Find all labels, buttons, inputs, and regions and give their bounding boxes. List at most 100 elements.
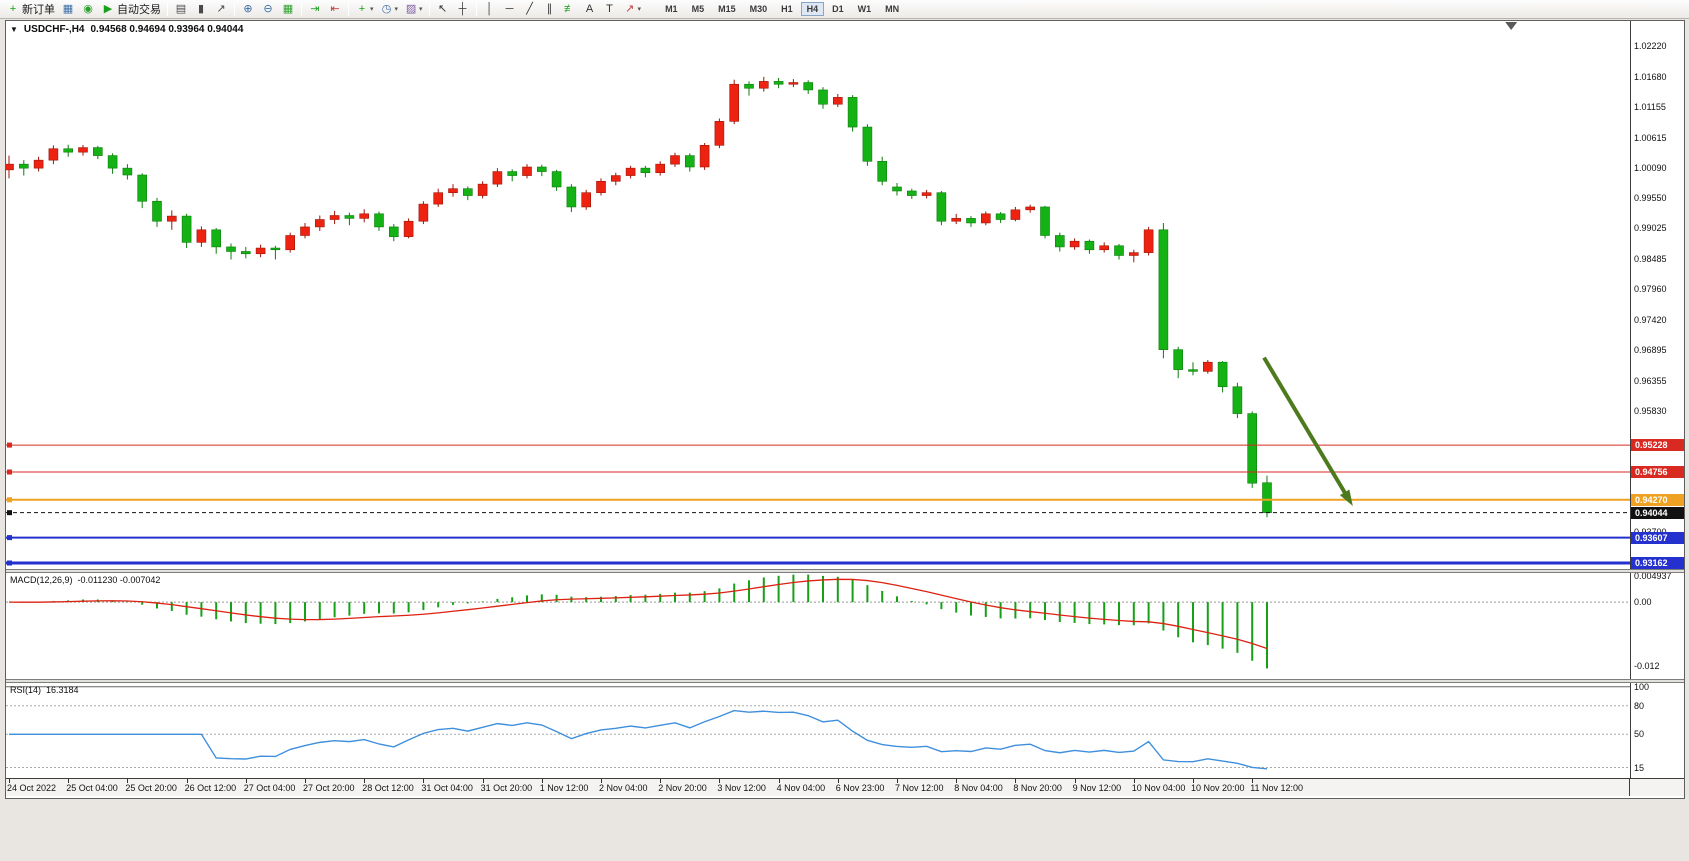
text-label-button[interactable]: T: [600, 1, 620, 18]
new-order-label: 新订单: [22, 4, 55, 16]
time-axis-label: 2 Nov 20:00: [658, 783, 707, 793]
auto-trading-label: 自动交易: [117, 4, 161, 16]
navigator-icon: ◉: [83, 2, 93, 15]
rsi-svg[interactable]: [6, 683, 1630, 778]
periods-button[interactable]: ◷ ▾: [377, 1, 402, 18]
timeframe-m15-button[interactable]: M15: [718, 4, 736, 14]
tile-windows-icon: ▦: [282, 2, 294, 15]
arrows-dropdown-arrow[interactable]: ▾: [637, 6, 642, 13]
toolbar-separator: [475, 2, 477, 16]
fibonacci-retracement-button[interactable]: ≢: [560, 1, 580, 18]
cursor-button[interactable]: ↖: [433, 1, 453, 18]
one-click-trading-toggle[interactable]: ▼: [10, 25, 18, 34]
line-chart-button[interactable]: ↗: [211, 1, 231, 18]
periods-dropdown-arrow[interactable]: ▾: [394, 6, 399, 13]
rsi-line: [9, 709, 1268, 770]
macd-name: MACD(12,26,9): [10, 575, 73, 585]
time-axis-label: 31 Oct 20:00: [480, 783, 533, 793]
templates-button[interactable]: ▨ ▾: [401, 1, 426, 18]
arrows-icon: ↗: [624, 2, 635, 15]
macd-plot[interactable]: MACD(12,26,9) -0.011230 -0.007042: [6, 573, 1630, 679]
bar-chart-button[interactable]: ▤: [171, 1, 191, 18]
templates-dropdown-arrow[interactable]: ▾: [419, 6, 423, 13]
chart-shift-button[interactable]: ⇤: [325, 1, 345, 18]
rsi-axis[interactable]: 100 80 50 15: [1630, 683, 1684, 778]
time-axis-label: 8 Nov 20:00: [1013, 783, 1062, 793]
time-axis-label: 28 Oct 12:00: [362, 783, 414, 793]
timeframe-m1-button[interactable]: M1: [665, 4, 678, 14]
fibonacci-retracement-icon: ≢: [564, 2, 576, 15]
vertical-line-button[interactable]: │: [480, 1, 500, 18]
time-axis-label: 11 Nov 12:00: [1250, 783, 1304, 793]
chart-title: ▼ USDCHF-,H4 0.94568 0.94694 0.93964 0.9…: [10, 24, 243, 35]
price-axis[interactable]: 1.02220 1.01680 1.01155 1.00615 1.00090 0.995…: [1630, 21, 1684, 569]
new-order-button[interactable]: + 新订单: [3, 1, 58, 18]
periods-icon: ◷: [381, 2, 392, 15]
rsi-axis-label: 50: [1634, 729, 1645, 740]
zoom-out-button[interactable]: ⊖: [258, 1, 278, 18]
market-watch-button[interactable]: ▦: [58, 1, 78, 18]
time-axis[interactable]: 24 Oct 2022 25 Oct 04:00 25 Oct 20:00 26 Oc…: [6, 778, 1684, 796]
price-level-badge: 0.95228: [1631, 439, 1684, 452]
indicators-button[interactable]: + ▾: [352, 1, 377, 18]
market-watch-icon: ▦: [62, 2, 74, 15]
indicators-dropdown-arrow[interactable]: ▾: [370, 6, 374, 13]
candlestick-chart-icon: ▮: [197, 2, 205, 15]
timeframe-w1-button[interactable]: W1: [857, 4, 872, 14]
equidistant-channel-icon: ∥: [546, 2, 553, 15]
vertical-line-icon: │: [486, 2, 493, 15]
time-axis-tick: [364, 779, 366, 783]
trend-arrow-annotation[interactable]: [1262, 356, 1353, 507]
zoom-in-icon: ⊕: [243, 2, 253, 15]
price-axis-label: 1.00090: [1634, 162, 1667, 173]
toolbar-separator: [428, 2, 430, 16]
time-axis-tick: [9, 779, 10, 783]
macd-histogram: [22, 574, 1268, 669]
candlestick-chart-button[interactable]: ▮: [191, 1, 211, 18]
panel-splitter[interactable]: [6, 679, 1684, 683]
horizontal-level-lines[interactable]: [6, 442, 1630, 566]
timeframe-h1-button[interactable]: H1: [781, 4, 793, 14]
time-axis-tick: [778, 779, 780, 783]
tile-windows-button[interactable]: ▦: [278, 1, 298, 18]
timeframe-mn-button[interactable]: MN: [885, 4, 900, 14]
time-axis-tick: [68, 779, 70, 783]
equidistant-channel-button[interactable]: ∥: [540, 1, 560, 18]
macd-axis[interactable]: 0.004937 0.00 -0.012: [1630, 573, 1684, 679]
price-axis-label: 0.99550: [1634, 193, 1667, 204]
time-axis-tick: [719, 779, 721, 783]
time-axis-tick: [305, 779, 306, 783]
auto-trading-button[interactable]: ▶ 自动交易: [98, 1, 164, 18]
panel-splitter[interactable]: [6, 569, 1684, 573]
time-axis-tick: [1133, 779, 1135, 783]
arrows-button[interactable]: ↗ ▾: [620, 1, 645, 18]
price-level-badge: 0.93607: [1631, 531, 1684, 544]
new-order-icon: +: [9, 2, 17, 15]
timeframe-m5-button[interactable]: M5: [691, 4, 705, 14]
text-button[interactable]: A: [580, 1, 600, 18]
trendline-button[interactable]: ╱: [520, 1, 540, 18]
macd-svg[interactable]: [6, 573, 1630, 679]
auto-scroll-button[interactable]: ⇥: [305, 1, 325, 18]
candlestick-plot[interactable]: ▼ USDCHF-,H4 0.94568 0.94694 0.93964 0.9…: [6, 21, 1630, 569]
time-axis-tick: [1074, 779, 1076, 783]
navigator-button[interactable]: ◉: [78, 1, 98, 18]
crosshair-button[interactable]: ┼: [453, 1, 473, 18]
timeframe-d1-button[interactable]: D1: [832, 4, 844, 14]
timeframe-m30-button[interactable]: M30: [749, 4, 768, 14]
candles[interactable]: [6, 76, 1272, 518]
time-axis-label: 26 Oct 12:00: [184, 783, 237, 793]
chart-shift-marker[interactable]: [1505, 22, 1518, 30]
auto-scroll-icon: ⇥: [310, 2, 320, 15]
rsi-plot[interactable]: RSI(14) 16.3184: [6, 683, 1630, 778]
zoom-in-button[interactable]: ⊕: [238, 1, 258, 18]
horizontal-line-button[interactable]: ─: [500, 1, 520, 18]
time-axis-label: 9 Nov 12:00: [1072, 783, 1122, 793]
main-chart-svg[interactable]: [6, 21, 1630, 569]
time-axis-tick: [482, 779, 484, 783]
rsi-axis-label: 80: [1634, 700, 1645, 711]
time-axis-tick: [660, 779, 662, 783]
price-level-badge: 0.94756: [1631, 466, 1684, 479]
timeframe-h4-button[interactable]: H4: [800, 2, 825, 16]
rsi-value: 16.3184: [46, 685, 79, 695]
